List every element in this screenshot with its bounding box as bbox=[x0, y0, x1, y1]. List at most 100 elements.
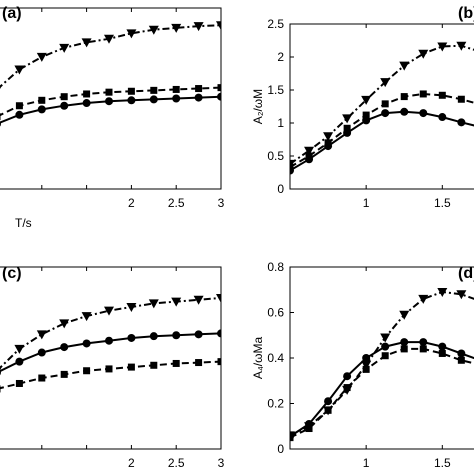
data-point-square bbox=[83, 367, 91, 375]
data-point-square bbox=[457, 95, 465, 103]
data-point-circle bbox=[37, 105, 46, 114]
data-point-circle bbox=[343, 128, 352, 137]
data-point-triangle bbox=[59, 319, 70, 329]
data-point-triangle bbox=[126, 29, 137, 39]
panel-label: (a) bbox=[2, 5, 22, 22]
data-point-circle bbox=[438, 342, 447, 351]
y-axis-label: A₄/ωMa bbox=[251, 337, 265, 380]
data-point-square bbox=[15, 102, 23, 110]
data-point-circle bbox=[172, 94, 181, 103]
y-tick-label: 0.2 bbox=[267, 397, 284, 411]
y-tick-label: 1.5 bbox=[267, 83, 284, 97]
data-point-square bbox=[438, 349, 446, 357]
data-point-circle bbox=[400, 107, 409, 116]
data-point-circle bbox=[362, 116, 371, 125]
data-point-triangle bbox=[361, 360, 372, 370]
data-point-circle bbox=[15, 357, 24, 366]
data-point-triangle bbox=[216, 21, 221, 31]
data-point-triangle bbox=[0, 366, 2, 371]
data-point-triangle bbox=[126, 303, 137, 313]
data-point-square bbox=[172, 359, 180, 367]
data-point-triangle bbox=[437, 42, 448, 52]
data-point-circle bbox=[324, 397, 333, 406]
data-point-square bbox=[457, 356, 465, 364]
panel-label: (c) bbox=[2, 265, 22, 282]
data-point-square bbox=[83, 90, 91, 98]
data-point-triangle bbox=[418, 49, 429, 59]
data-point-circle bbox=[400, 338, 409, 347]
series-line-circle bbox=[290, 110, 474, 172]
data-point-square bbox=[0, 113, 1, 121]
data-point-square bbox=[290, 434, 294, 442]
y-tick-label: 0.4 bbox=[267, 351, 284, 365]
data-point-triangle bbox=[148, 299, 159, 309]
data-point-circle bbox=[381, 109, 390, 118]
y-tick-label: 0 bbox=[277, 442, 284, 456]
plot-area bbox=[0, 293, 221, 393]
x-tick-label: 1 bbox=[363, 196, 370, 210]
data-point-square bbox=[150, 361, 158, 369]
data-point-square bbox=[343, 124, 351, 132]
data-point-triangle bbox=[81, 312, 92, 322]
data-point-circle bbox=[149, 332, 158, 341]
data-point-circle bbox=[0, 121, 1, 127]
data-point-square bbox=[324, 406, 332, 414]
data-point-circle bbox=[194, 93, 203, 102]
data-point-circle bbox=[0, 369, 1, 376]
data-point-circle bbox=[362, 354, 371, 362]
data-point-triangle bbox=[14, 344, 25, 354]
data-point-circle bbox=[343, 372, 352, 381]
data-point-triangle bbox=[342, 114, 353, 124]
data-point-triangle bbox=[14, 65, 25, 75]
data-point-square bbox=[381, 100, 389, 108]
data-point-circle bbox=[15, 110, 24, 119]
y-tick-label: 0.6 bbox=[267, 306, 284, 320]
data-point-circle bbox=[60, 343, 69, 352]
x-axis-label: T/s bbox=[15, 216, 32, 230]
y-tick-label: 0.8 bbox=[267, 260, 284, 274]
data-point-circle bbox=[217, 329, 221, 338]
data-point-triangle bbox=[171, 297, 182, 307]
data-point-square bbox=[381, 352, 389, 360]
series-line-square bbox=[290, 347, 474, 439]
panel-2: 1 1.5 0 0.5 1 1.5 2 2.5 A₂/ωM (b) bbox=[251, 5, 474, 210]
data-point-triangle bbox=[81, 38, 92, 48]
y-axis-label: A₂/ωM bbox=[251, 89, 265, 124]
axes-frame bbox=[289, 23, 474, 190]
panel-label: (b) bbox=[458, 5, 474, 22]
data-point-square bbox=[195, 85, 203, 93]
x-tick-label: 3 bbox=[218, 196, 225, 210]
data-point-circle bbox=[37, 348, 46, 357]
data-point-circle bbox=[105, 336, 113, 345]
data-point-triangle bbox=[148, 25, 159, 35]
data-point-square bbox=[400, 93, 408, 101]
axes-frame bbox=[0, 266, 222, 450]
data-point-triangle bbox=[104, 34, 114, 44]
data-point-circle bbox=[194, 330, 203, 339]
data-point-triangle bbox=[361, 95, 372, 105]
data-point-square bbox=[438, 91, 446, 99]
panel-label: (d) bbox=[458, 265, 474, 282]
data-point-triangle bbox=[380, 333, 391, 343]
data-point-square bbox=[15, 379, 23, 387]
plot-area bbox=[0, 21, 221, 127]
x-tick-label: 3 bbox=[218, 456, 225, 470]
data-point-circle bbox=[324, 142, 333, 151]
data-point-triangle bbox=[36, 330, 47, 340]
data-point-circle bbox=[438, 113, 447, 122]
data-point-square bbox=[305, 425, 313, 433]
data-point-square bbox=[362, 365, 370, 373]
x-tick-label: 1.5 bbox=[434, 456, 451, 470]
y-tick-label: 1 bbox=[277, 116, 284, 130]
y-tick-label: 0 bbox=[277, 182, 284, 196]
data-point-square bbox=[127, 363, 135, 371]
data-point-square bbox=[217, 358, 221, 366]
data-point-circle bbox=[419, 109, 428, 118]
panel-3: 22.53T/s(c) bbox=[0, 265, 225, 470]
x-tick-label: 1 bbox=[363, 456, 370, 470]
data-point-square bbox=[400, 345, 408, 353]
data-point-circle bbox=[305, 155, 314, 164]
data-point-circle bbox=[381, 342, 390, 351]
series-line-triangle-down bbox=[0, 296, 221, 370]
data-point-square bbox=[60, 370, 68, 378]
